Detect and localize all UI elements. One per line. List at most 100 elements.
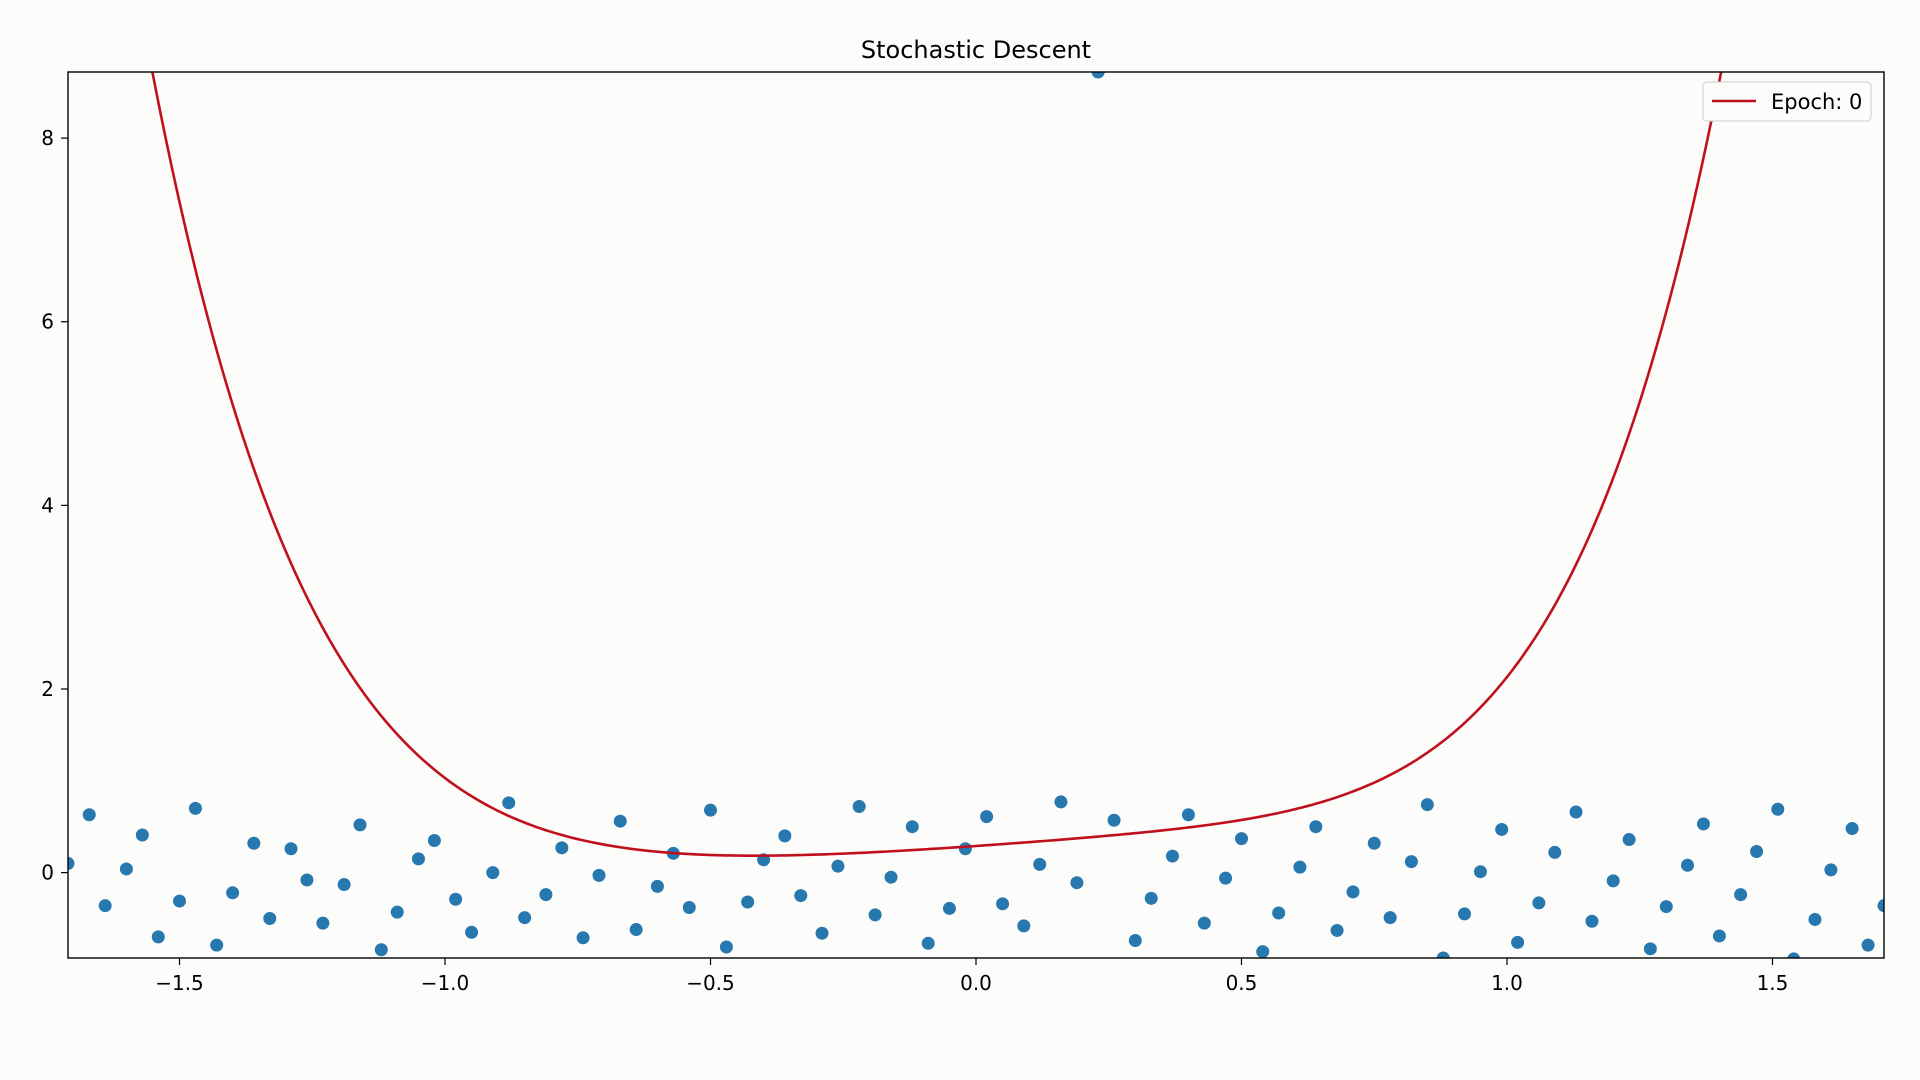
- scatter-point: [741, 895, 755, 909]
- scatter-point: [449, 892, 463, 906]
- scatter-point: [1107, 813, 1121, 827]
- scatter-point: [1787, 952, 1801, 958]
- scatter-point: [1197, 916, 1211, 930]
- scatter-point: [1404, 855, 1418, 869]
- scatter-point: [852, 800, 866, 814]
- scatter-point: [831, 859, 845, 873]
- scatter-point: [1824, 863, 1838, 877]
- scatter-point: [1495, 822, 1509, 836]
- scatter-point: [1643, 942, 1657, 956]
- x-tick-label: −1.0: [421, 971, 470, 995]
- scatter-point: [151, 930, 165, 944]
- scatter-point: [1861, 938, 1875, 952]
- scatter-point: [1473, 865, 1487, 879]
- scatter-point: [996, 897, 1010, 911]
- scatter-point: [1420, 798, 1434, 812]
- scatter-point: [1569, 805, 1583, 819]
- scatter-point: [921, 936, 935, 950]
- x-tick-label: 1.0: [1491, 971, 1523, 995]
- scatter-point: [226, 886, 240, 900]
- scatter-point: [1017, 919, 1031, 933]
- scatter-point: [374, 943, 388, 957]
- scatter-point: [576, 931, 590, 945]
- scatter-point: [1696, 817, 1710, 831]
- scatter-point: [1532, 896, 1546, 910]
- scatter-point: [210, 938, 224, 952]
- scatter-point: [82, 808, 96, 822]
- scatter-point: [629, 923, 643, 937]
- scatter-point: [135, 828, 149, 842]
- x-tick-label: −0.5: [686, 971, 735, 995]
- scatter-point: [592, 868, 606, 882]
- scatter-point: [905, 820, 919, 834]
- scatter-point: [1144, 891, 1158, 905]
- scatter-point: [1091, 72, 1105, 79]
- scatter-point: [1511, 935, 1525, 949]
- scatter-point: [247, 836, 261, 850]
- x-tick-label: 1.5: [1757, 971, 1789, 995]
- scatter-point: [650, 879, 664, 893]
- scatter-point: [284, 842, 298, 856]
- scatter-point: [337, 878, 351, 892]
- scatter-point: [539, 888, 553, 902]
- scatter-point: [502, 796, 516, 810]
- scatter-point: [1181, 808, 1195, 822]
- y-tick-label: 8: [41, 126, 54, 150]
- scatter-point: [1771, 802, 1785, 816]
- scatter-point: [98, 899, 112, 913]
- scatter-point: [1293, 860, 1307, 874]
- scatter-point: [1070, 876, 1084, 890]
- scatter-point: [1458, 907, 1472, 921]
- scatter-point: [1346, 885, 1360, 899]
- scatter-point: [119, 862, 133, 876]
- scatter-point: [1712, 929, 1726, 943]
- scatter-point: [1585, 914, 1599, 928]
- curve-layer: [151, 72, 1723, 857]
- scatter-point: [1128, 934, 1142, 948]
- scatter-point: [263, 912, 277, 926]
- scatter-point: [173, 894, 187, 908]
- legend: Epoch: 0: [1702, 81, 1872, 122]
- scatter-point: [980, 810, 994, 824]
- scatter-point: [958, 842, 972, 856]
- y-tick-label: 6: [41, 310, 54, 334]
- scatter-point: [427, 833, 441, 847]
- y-tick-label: 2: [41, 677, 54, 701]
- scatter-point: [613, 814, 627, 828]
- scatter-point: [390, 905, 404, 919]
- scatter-point: [1256, 945, 1270, 958]
- scatter-point: [682, 901, 696, 915]
- scatter-point: [1845, 822, 1859, 836]
- plot-area: [67, 71, 1885, 959]
- scatter-point: [884, 870, 898, 884]
- scatter-point: [815, 926, 829, 940]
- scatter-point: [1548, 845, 1562, 859]
- scatter-point: [1877, 899, 1884, 913]
- scatter-point: [794, 889, 808, 903]
- scatter-point: [486, 866, 500, 880]
- y-axis: 0 2 4 6 8: [41, 126, 68, 885]
- scatter-point: [1606, 874, 1620, 888]
- scatter-point: [1622, 833, 1636, 847]
- scatter-point: [942, 901, 956, 915]
- scatter-point: [316, 916, 330, 930]
- scatter-point: [1367, 836, 1381, 850]
- scatter-point: [1659, 900, 1673, 914]
- scatter-point: [719, 940, 733, 954]
- scatter-point: [518, 911, 532, 925]
- scatter-point: [1219, 871, 1233, 885]
- scatter-point: [353, 818, 367, 832]
- scatter-point: [1165, 849, 1179, 863]
- scatter-point: [704, 803, 718, 817]
- legend-label: Epoch: 0: [1771, 90, 1862, 114]
- x-tick-label: 0.0: [960, 971, 992, 995]
- scatter-point: [465, 925, 479, 939]
- x-axis: −1.5 −1.0 −0.5 0.0 0.5 1.0 1.5: [155, 958, 1788, 995]
- scatter-point: [778, 829, 792, 843]
- scatter-point: [868, 908, 882, 922]
- scatter-point: [1272, 906, 1286, 920]
- scatter-point: [1054, 795, 1068, 809]
- chart-title: Stochastic Descent: [861, 36, 1091, 64]
